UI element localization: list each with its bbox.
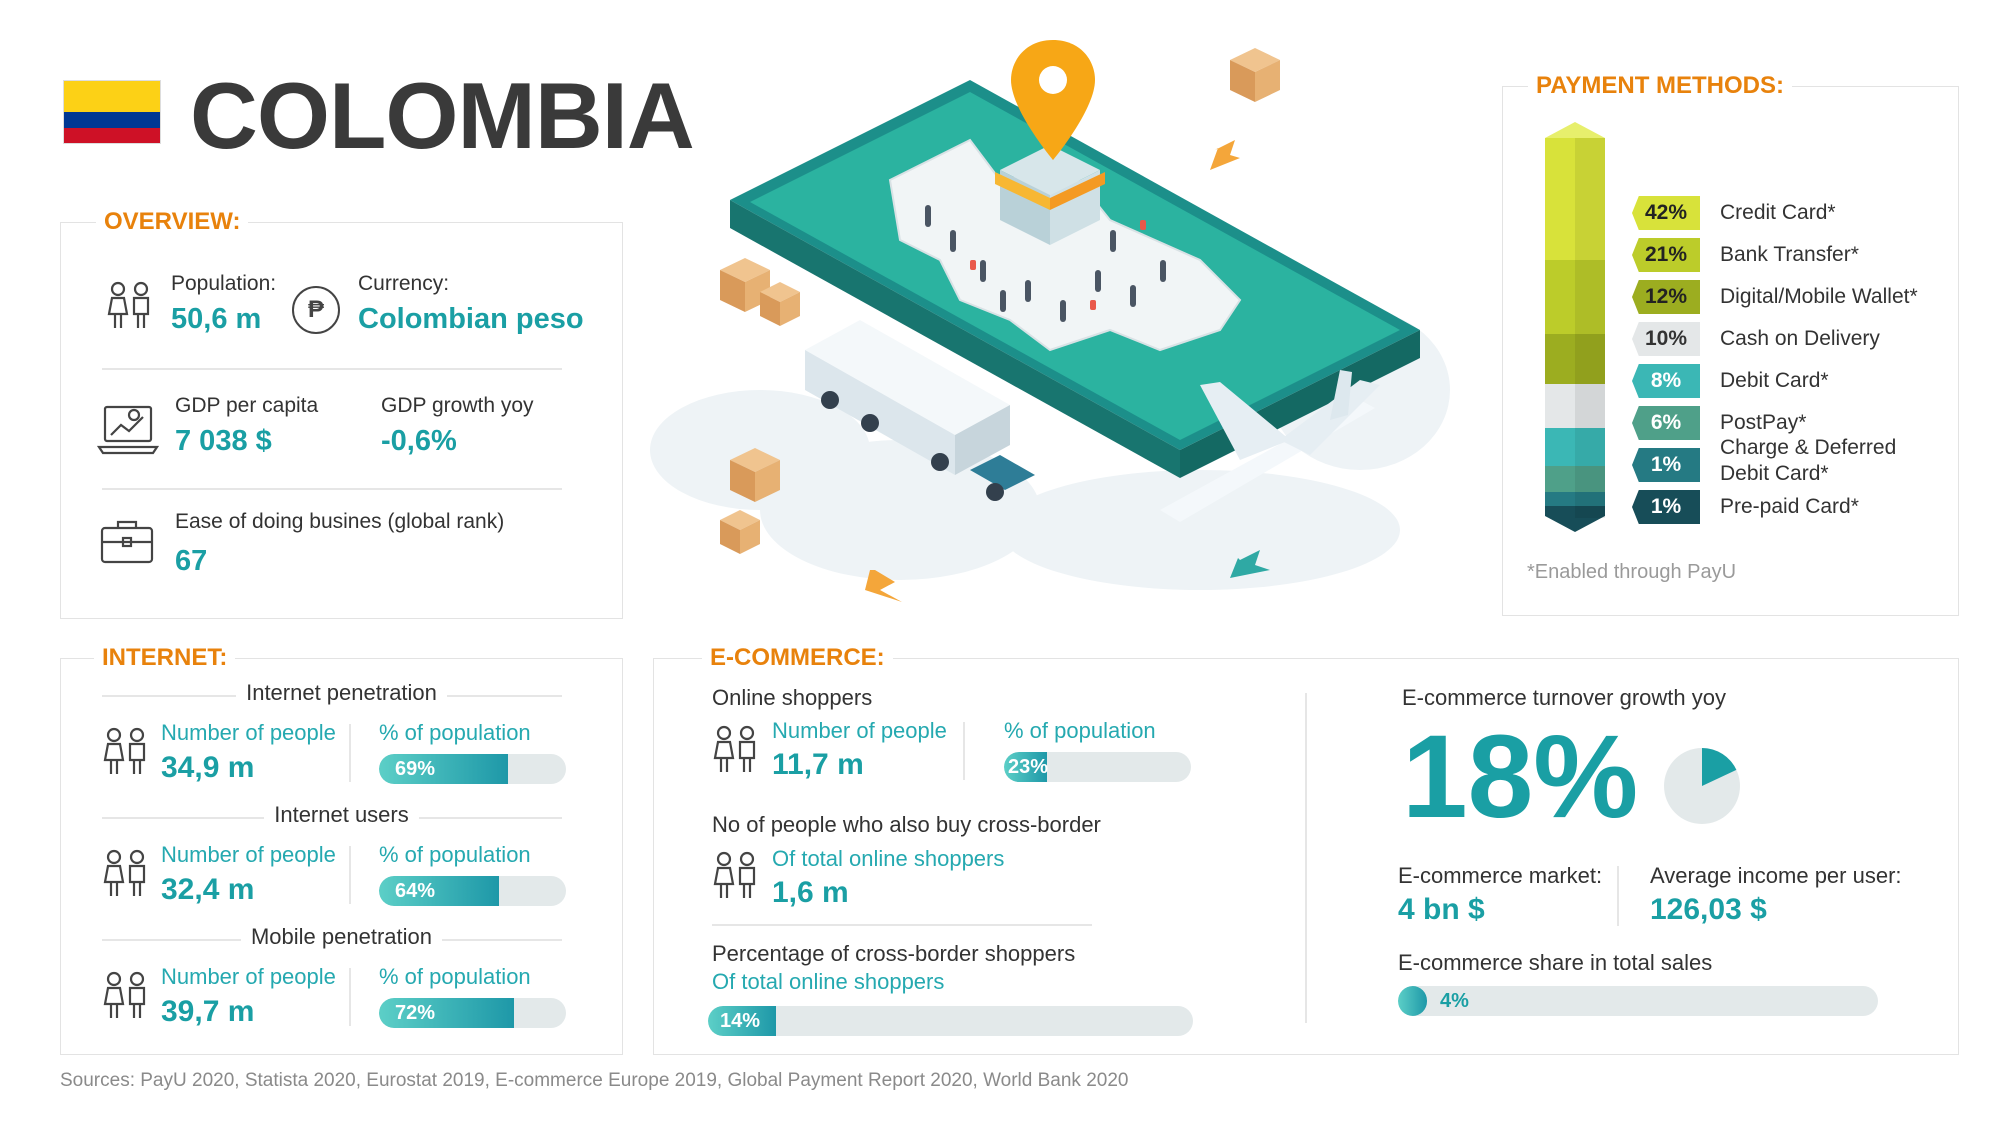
payment-pct-badge: 8%: [1632, 364, 1700, 398]
payment-label: Charge & Deferred: [1720, 436, 1897, 459]
payment-pct-badge: 42%: [1632, 196, 1700, 230]
crossborder-title: No of people who also buy cross-border: [712, 812, 1101, 837]
market-label: E-commerce market:: [1398, 863, 1603, 888]
internet-pop-fill: 69%: [379, 754, 509, 784]
people-icon: [713, 851, 756, 898]
location-pin-icon: [1011, 40, 1095, 160]
online-pop-label: % of population: [1004, 718, 1156, 743]
internet-pop-fill: 72%: [379, 998, 514, 1028]
internet-section-title: Internet penetration: [236, 680, 447, 705]
crossborder-pct-fill: 14%: [708, 1006, 776, 1036]
people-icon: [103, 727, 146, 774]
online-pop-fill: 23%: [1004, 752, 1048, 782]
payment-note: *Enabled through PayU: [1527, 561, 1737, 583]
arpu-value: 126,03 $: [1650, 893, 1767, 926]
gdp-growth-value: -0,6%: [381, 425, 457, 457]
gdp-value: 7 038 $: [175, 425, 272, 457]
internet-people-value: 32,4 m: [161, 873, 255, 906]
overview-panel: [60, 222, 623, 619]
ease-label: Ease of doing busines (global rank): [175, 510, 505, 533]
online-people-value: 11,7 m: [772, 748, 864, 781]
sources-text: Sources: PayU 2020, Statista 2020, Euros…: [60, 1070, 1129, 1091]
arrow-icon: [1210, 140, 1240, 170]
payment-pct-badge: 1%: [1632, 448, 1700, 482]
internet-heading: INTERNET:: [94, 644, 236, 672]
arpu-label: Average income per user:: [1650, 863, 1902, 888]
payment-label: Cash on Delivery: [1720, 327, 1880, 350]
payment-label-line2: Debit Card*: [1720, 462, 1829, 485]
internet-people-value: 39,7 m: [161, 995, 255, 1028]
laptop-chart-icon: [97, 405, 159, 455]
briefcase-icon: [100, 520, 154, 564]
share-bar: [1398, 986, 1878, 1016]
ecommerce-heading: E-COMMERCE:: [702, 644, 893, 672]
crossborder-value: 1,6 m: [772, 876, 849, 909]
hero-illustration: [650, 40, 1450, 602]
currency-value: Colombian peso: [358, 303, 584, 335]
payment-pct-badge: 21%: [1632, 238, 1700, 272]
payment-pct-badge: 10%: [1632, 322, 1700, 356]
internet-pop-fill: 64%: [379, 876, 499, 906]
internet-people-value: 34,9 m: [161, 751, 255, 784]
online-pop-bar: 23%: [1004, 752, 1191, 782]
internet-pop-label: % of population: [379, 842, 531, 867]
payment-pct-badge: 1%: [1632, 490, 1700, 524]
colombia-flag: [63, 80, 161, 144]
growth-pie: [1664, 748, 1740, 824]
gdp-label: GDP per capita: [175, 394, 319, 417]
payment-pct-badge: 6%: [1632, 406, 1700, 440]
population-value: 50,6 m: [171, 303, 262, 335]
crossborder-pct-label: Of total online shoppers: [712, 969, 945, 994]
people-icon: [103, 849, 146, 896]
payment-label: Digital/Mobile Wallet*: [1720, 285, 1918, 308]
growth-value: 18%: [1402, 711, 1639, 843]
growth-pie-slice: [1702, 748, 1737, 786]
online-shoppers-title: Online shoppers: [712, 685, 873, 710]
gdp-growth-label: GDP growth yoy: [381, 394, 534, 417]
overview-heading: OVERVIEW:: [96, 208, 249, 236]
internet-pop-bar: 72%: [379, 998, 566, 1028]
payment-label: Pre-paid Card*: [1720, 495, 1859, 518]
airplane-icon: [1160, 370, 1380, 522]
parcel-box-icon: [1230, 48, 1280, 102]
crossborder-pct-title: Percentage of cross-border shoppers: [712, 941, 1076, 966]
crossborder-pct-bar: 14%: [708, 1006, 1193, 1036]
people-icon: [103, 971, 146, 1018]
currency-label: Currency:: [358, 272, 450, 295]
store-icon: [995, 145, 1105, 245]
ease-value: 67: [175, 545, 208, 577]
payment-label: Bank Transfer*: [1720, 243, 1859, 266]
payment-pct-badge: 12%: [1632, 280, 1700, 314]
currency-icon: ₱: [292, 286, 340, 334]
internet-section-title: Mobile penetration: [240, 924, 442, 949]
truck-icon: [805, 320, 1035, 501]
payment-label: Debit Card*: [1720, 369, 1829, 392]
internet-pop-label: % of population: [379, 720, 531, 745]
payment-label: PostPay*: [1720, 411, 1807, 434]
share-pct-text: 4%: [1440, 990, 1469, 1012]
payment-stack-chart: [1545, 122, 1605, 532]
internet-pop-bar: 69%: [379, 754, 566, 784]
internet-people-label: Number of people: [161, 842, 336, 867]
payment-label: Credit Card*: [1720, 201, 1836, 224]
share-fill: [1398, 986, 1427, 1016]
market-value: 4 bn $: [1398, 893, 1485, 926]
payment-heading: PAYMENT METHODS:: [1528, 72, 1793, 100]
people-icon: [713, 725, 756, 772]
internet-people-label: Number of people: [161, 964, 336, 989]
online-people-label: Number of people: [772, 718, 947, 743]
growth-label: E-commerce turnover growth yoy: [1402, 685, 1726, 710]
internet-pop-label: % of population: [379, 964, 531, 989]
internet-pop-bar: 64%: [379, 876, 566, 906]
internet-people-label: Number of people: [161, 720, 336, 745]
people-icon: [107, 281, 150, 328]
page-title: COLOMBIA: [190, 63, 695, 168]
internet-panel: [60, 658, 623, 1055]
population-label: Population:: [171, 272, 277, 295]
crossborder-label: Of total online shoppers: [772, 846, 1005, 871]
share-label: E-commerce share in total sales: [1398, 950, 1713, 975]
internet-section-title: Internet users: [264, 802, 419, 827]
